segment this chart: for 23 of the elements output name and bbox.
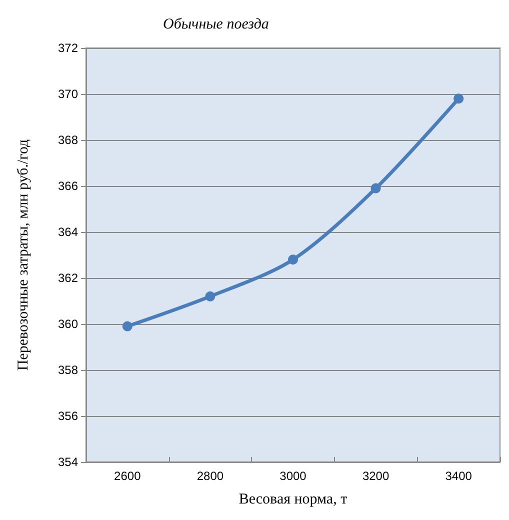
y-tick-label: 358 bbox=[58, 363, 78, 377]
x-tick-label: 3400 bbox=[445, 469, 472, 483]
y-tick-label: 362 bbox=[58, 271, 78, 285]
y-tick-label: 370 bbox=[58, 87, 78, 101]
point bbox=[122, 321, 132, 332]
chart-title: Обычные поезда bbox=[163, 16, 269, 32]
y-tick-label: 356 bbox=[58, 409, 78, 423]
x-tick-label: 2800 bbox=[196, 469, 224, 483]
y-tick-label: 364 bbox=[58, 225, 78, 239]
y-tick-label: 354 bbox=[58, 455, 78, 469]
y-tick-label: 360 bbox=[58, 317, 78, 331]
x-tick-label: 2600 bbox=[114, 469, 142, 483]
y-axis-title: Перевозочные затраты, млн руб./год bbox=[16, 138, 32, 371]
point bbox=[288, 254, 298, 265]
x-axis-title: Весовая норма, т bbox=[238, 492, 348, 508]
x-tick-label: 3200 bbox=[362, 469, 390, 483]
point bbox=[370, 183, 381, 194]
y-tick-label: 372 bbox=[58, 41, 78, 55]
y-tick-label: 366 bbox=[58, 179, 78, 193]
point bbox=[205, 291, 216, 302]
point bbox=[454, 94, 464, 104]
x-tick-label: 3000 bbox=[280, 469, 307, 483]
y-tick-label: 368 bbox=[58, 133, 78, 147]
